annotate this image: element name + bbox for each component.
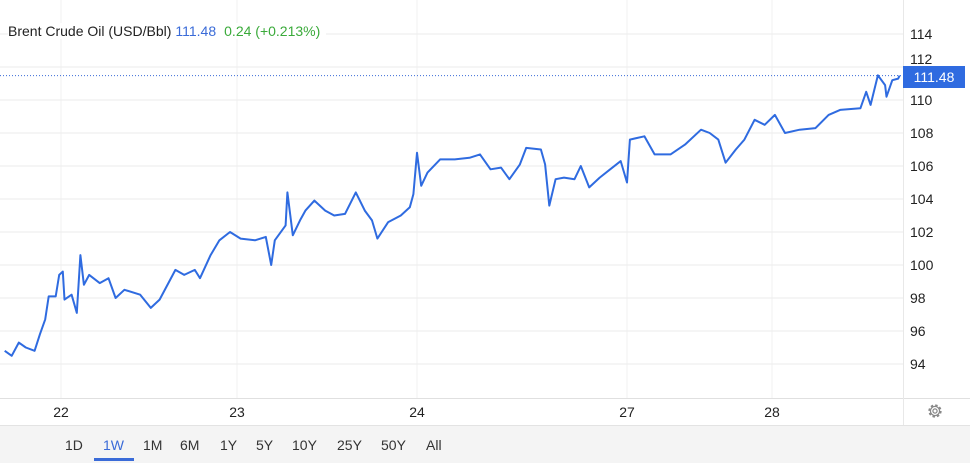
gear-icon[interactable] <box>925 401 945 421</box>
range-button-6m[interactable]: 6M <box>180 437 200 453</box>
chart-title: Brent Crude Oil (USD/Bbl) 111.48 0.24 (+0.… <box>8 23 327 39</box>
active-range-underline <box>94 458 134 461</box>
range-button-50y[interactable]: 50Y <box>381 437 406 453</box>
y-tick-label: 108 <box>910 125 934 141</box>
y-tick-label: 102 <box>910 224 934 240</box>
range-button-all[interactable]: All <box>426 437 442 453</box>
range-button-25y[interactable]: 25Y <box>337 437 362 453</box>
range-button-1d[interactable]: 1D <box>65 437 83 453</box>
y-tick-label: 104 <box>910 191 934 207</box>
y-tick-label: 100 <box>910 257 934 273</box>
range-button-1w[interactable]: 1W <box>103 437 124 453</box>
y-tick-label: 96 <box>910 323 926 339</box>
last-price-badge: 111.48 <box>903 66 965 88</box>
x-tick-label: 28 <box>764 404 780 420</box>
current-price: 111.48 <box>175 23 217 39</box>
y-tick-label: 114 <box>910 26 933 42</box>
x-tick-label: 23 <box>229 404 245 420</box>
price-series-line <box>4 74 901 357</box>
range-button-1m[interactable]: 1M <box>143 437 163 453</box>
y-tick-label: 110 <box>910 92 933 108</box>
y-tick-label: 106 <box>910 158 934 174</box>
y-tick-label: 94 <box>910 356 926 372</box>
x-tick-label: 24 <box>409 404 425 420</box>
range-button-5y[interactable]: 5Y <box>256 437 274 453</box>
range-selector: 1D 1W 1M 6M 1Y 5Y 10Y 25Y 50Y All <box>0 425 970 463</box>
y-tick-label: 112 <box>910 51 933 67</box>
range-button-1y[interactable]: 1Y <box>220 437 238 453</box>
x-tick-label: 27 <box>619 404 635 420</box>
price-chart[interactable]: 94 96 98 100 102 104 106 108 110 112 114 22 23 24 27 28 <box>0 0 970 425</box>
instrument-name: Brent Crude Oil (USD/Bbl) <box>8 23 172 39</box>
price-change: 0.24 (+0.213%) <box>224 23 321 39</box>
range-button-10y[interactable]: 10Y <box>292 437 317 453</box>
y-tick-label: 98 <box>910 290 926 306</box>
x-tick-label: 22 <box>53 404 69 420</box>
